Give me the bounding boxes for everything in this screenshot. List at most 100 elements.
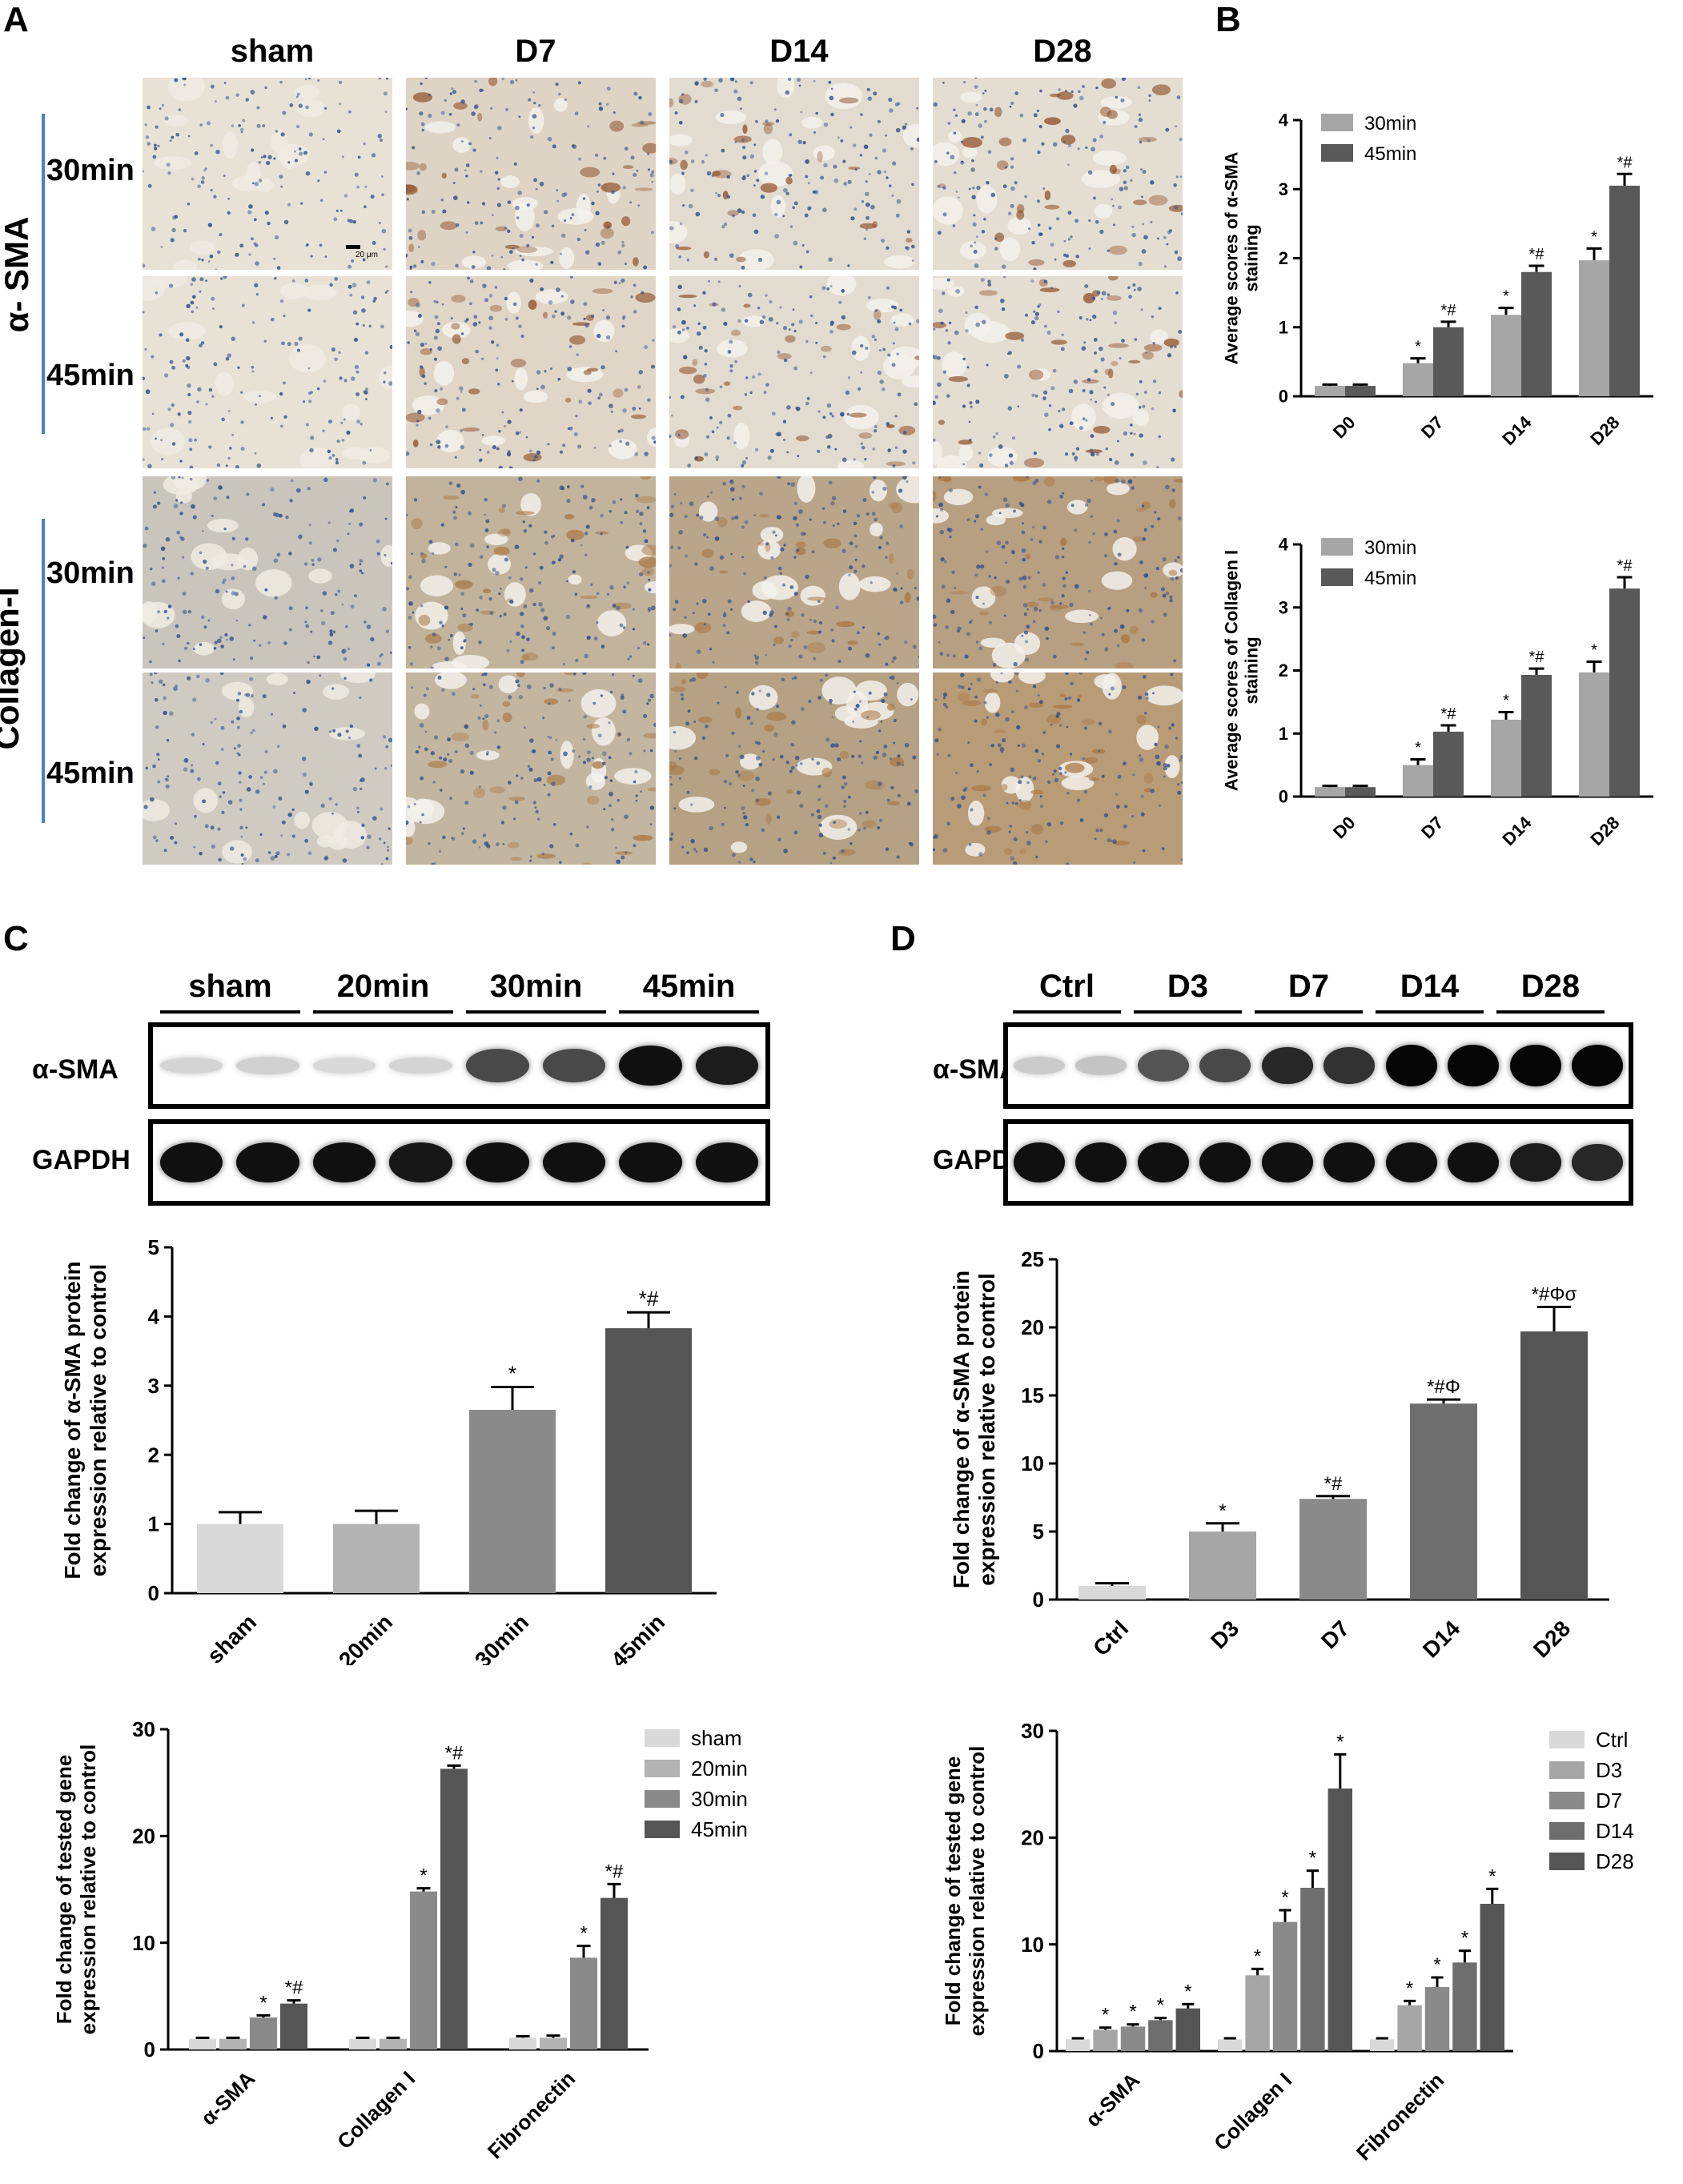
wb-c-sma-band-2 <box>312 1057 376 1074</box>
wb-c-sma-band-7 <box>695 1046 759 1086</box>
significance-mark-2-1: *# <box>1529 648 1545 666</box>
wb-c-sma-band-6 <box>619 1045 682 1086</box>
chart-b-collagen-scores: 0 1 2 3 4 Average scores of Collagen Istainin… <box>1221 535 1653 849</box>
y-tick-label-1: 1 <box>1279 724 1288 744</box>
bar-2-0 <box>509 2037 536 2050</box>
x-tick-label-1: Collagen I <box>332 2066 420 2154</box>
wb-d-lane-label-2: D7 <box>1287 969 1330 1004</box>
y-axis-label: Fold change of α-SMA proteinexpression r… <box>60 1261 110 1579</box>
y-axis-label: Average scores of α-SMAstaining <box>1221 151 1261 364</box>
x-tick-label-1: 20min <box>334 1609 397 1665</box>
y-tick-label-1: 10 <box>132 1931 155 1955</box>
legend-label-0: Ctrl <box>1596 1728 1628 1752</box>
significance-mark-2-1: *# <box>1529 246 1545 263</box>
wb-d-sma-band-8 <box>1509 1045 1561 1086</box>
bar-0-3 <box>280 2003 307 2050</box>
significance-mark-3-0: *#Φ <box>1427 1376 1460 1398</box>
wb-c-gapdh-band-1 <box>236 1142 299 1183</box>
significance-mark-1-0: * <box>1415 740 1421 757</box>
bar-3-0 <box>1579 260 1609 396</box>
row-label-col-30min: 30min <box>46 556 135 590</box>
wb-d-sma-band-1 <box>1075 1056 1127 1075</box>
micrograph-r0-c3 <box>933 78 1183 270</box>
x-tick-label-1: D3 <box>1206 1616 1243 1653</box>
y-axis-label: Fold change of tested geneexpression rel… <box>941 1746 989 2037</box>
significance-mark-2-3: *# <box>605 1861 624 1882</box>
significance-mark-0-4: * <box>1184 1981 1191 2002</box>
bar-3-0 <box>605 1328 692 1593</box>
wb-d-sma-band-9 <box>1572 1045 1624 1086</box>
y-tick-label-0: 0 <box>148 1581 159 1605</box>
wb-d-lane-underline-2 <box>1255 1010 1363 1014</box>
wb-c-lane-underline-0 <box>160 1010 300 1014</box>
wb-d-sma-band-0 <box>1013 1056 1065 1075</box>
bar-1-0 <box>1218 2039 1243 2051</box>
bar-0-3 <box>1148 2020 1173 2051</box>
significance-mark-2-1: * <box>1406 1977 1413 1999</box>
micrograph-r3-c1 <box>406 672 656 865</box>
bar-2-1 <box>1521 271 1552 396</box>
x-tick-label-3: D28 <box>1586 412 1623 449</box>
wb-c-lane-label-3: 45min <box>642 969 736 1004</box>
x-tick-label-0: sham <box>203 1609 262 1665</box>
wb-d-sma-blot <box>1003 1022 1633 1109</box>
y-tick-label-2: 2 <box>1279 660 1288 680</box>
bar-1-0 <box>349 2038 376 2050</box>
y-axis-label-line-0: Fold change of α-SMA protein <box>60 1261 85 1579</box>
x-tick-label-0: α-SMA <box>1081 2068 1145 2132</box>
legend-swatch-4 <box>1549 1853 1585 1870</box>
column-header-d14: D14 <box>769 34 829 69</box>
bar-1-2 <box>1272 1921 1298 2051</box>
micrograph-r3-c0 <box>143 672 392 865</box>
wb-d-gapdh-band-6 <box>1385 1142 1437 1183</box>
x-tick-label-0: D0 <box>1329 813 1360 843</box>
wb-c-gapdh-band-5 <box>542 1142 606 1183</box>
wb-c-sma-band-3 <box>389 1057 452 1074</box>
y-tick-label-5: 25 <box>1021 1247 1044 1271</box>
legend-swatch-1 <box>1321 144 1353 162</box>
significance-mark-1-1: *# <box>1441 705 1457 723</box>
bar-2-1 <box>540 2037 567 2050</box>
significance-mark-1-4: * <box>1336 1731 1344 1752</box>
significance-mark-1-1: *# <box>1441 302 1457 319</box>
bar-1-3 <box>440 1768 468 2050</box>
significance-mark-3-1: *# <box>1617 154 1633 171</box>
significance-mark-1-3: * <box>1309 1848 1316 1869</box>
bar-2-0 <box>1491 315 1521 396</box>
wb-d-gapdh-band-4 <box>1261 1142 1313 1183</box>
significance-mark-0-1: * <box>1102 2005 1109 2026</box>
scale-bar <box>346 245 360 249</box>
legend-swatch-0 <box>645 1729 680 1747</box>
wb-d-lane-label-4: D28 <box>1520 969 1581 1004</box>
wb-d-sma-band-5 <box>1324 1047 1376 1084</box>
column-header-d28: D28 <box>1033 34 1092 69</box>
x-tick-label-1: D7 <box>1417 412 1448 443</box>
wb-c-sma-band-4 <box>466 1049 529 1082</box>
x-tick-label-2: D14 <box>1498 412 1536 449</box>
group-label-sma: α- SMA <box>0 216 35 333</box>
wb-c-gapdh-band-7 <box>695 1142 759 1183</box>
bar-0-0 <box>1066 2039 1091 2051</box>
significance-mark-2-0: * <box>508 1362 516 1386</box>
y-axis-label-line-0: Fold change of α-SMA protein <box>949 1271 974 1588</box>
legend-label-4: D28 <box>1596 1849 1634 1873</box>
micrograph-r2-c1 <box>406 476 656 668</box>
bar-1-0 <box>333 1524 420 1593</box>
bar-2-1 <box>1397 2005 1422 2051</box>
bar-2-4 <box>1480 1904 1504 2051</box>
wb-d-sma-band-6 <box>1385 1045 1437 1086</box>
bar-2-0 <box>1299 1499 1367 1600</box>
micrograph-r3-c2 <box>669 672 919 865</box>
bar-1-4 <box>1328 1789 1352 2051</box>
micrograph-r2-c0 <box>143 476 392 668</box>
y-tick-label-2: 20 <box>132 1824 155 1848</box>
y-tick-label-2: 2 <box>1279 248 1288 268</box>
legend-label-1: 45min <box>1364 143 1416 165</box>
y-tick-label-1: 10 <box>1021 1933 1044 1957</box>
significance-mark-1-3: *# <box>445 1742 464 1764</box>
significance-mark-2-0: * <box>1503 692 1509 709</box>
x-tick-label-0: Ctrl <box>1088 1616 1133 1660</box>
wb-c-gapdh-band-0 <box>159 1142 223 1183</box>
legend-swatch-0 <box>1549 1731 1585 1748</box>
chart-d-gene-expression: 0 10 20 30 Fold change of tested geneexpress… <box>941 1719 1634 2165</box>
